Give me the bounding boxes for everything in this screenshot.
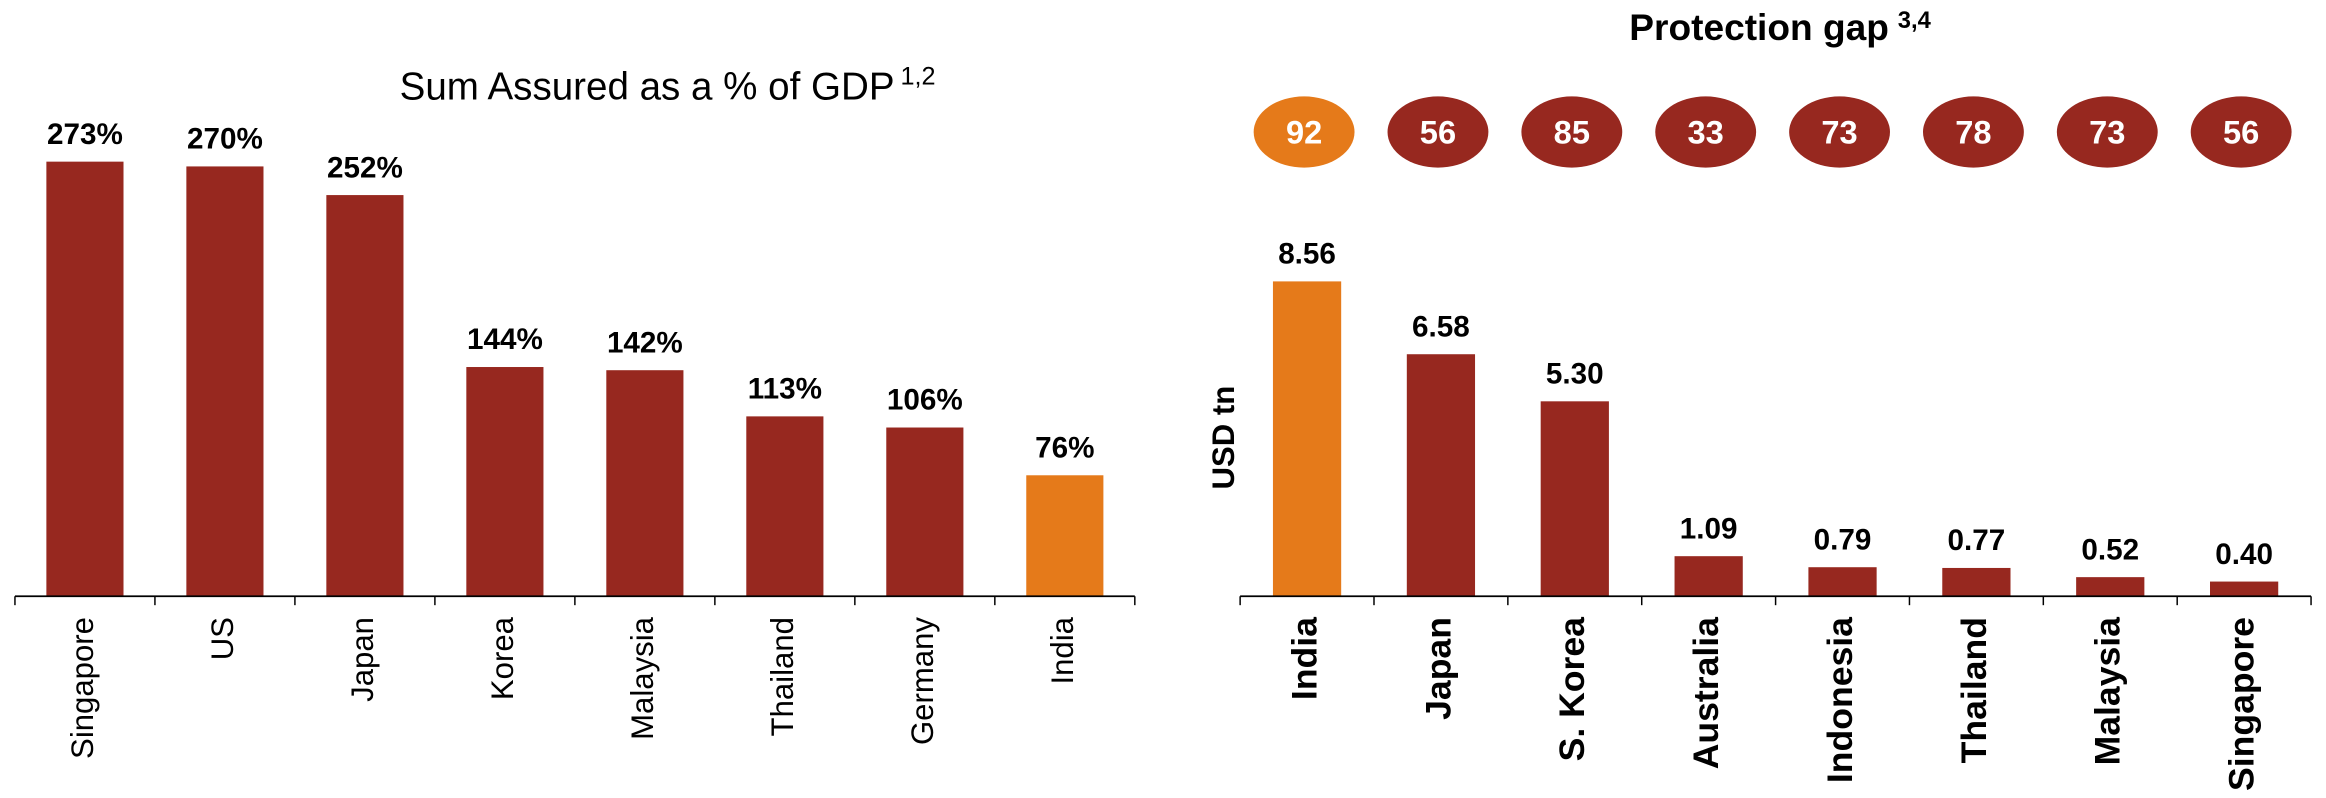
title-text: Protection gap (1629, 6, 1889, 48)
data-label: 0.77 (1948, 524, 2006, 557)
data-label: 252% (327, 151, 403, 184)
bar (46, 161, 124, 597)
data-label: 0.79 (1814, 523, 1872, 556)
x-tick-label: Korea (485, 616, 520, 700)
x-tick-label: Singapore (65, 617, 100, 759)
badge (1253, 96, 1355, 168)
badge-label: 56 (1420, 114, 1456, 151)
badge (1922, 96, 2024, 168)
bar (1540, 401, 1609, 597)
bar (606, 370, 684, 597)
badge-label: 78 (1955, 114, 1991, 151)
badge (1521, 96, 1623, 168)
bar (886, 427, 964, 597)
title-note: 3,4 (1898, 8, 1932, 34)
x-tick-label: S. Korea (1552, 616, 1592, 762)
badge-label: 92 (1286, 114, 1322, 151)
x-tick-label: India (1284, 616, 1324, 700)
data-label: 106% (887, 384, 963, 417)
data-label: 0.40 (2215, 538, 2273, 571)
badge-label: 73 (2089, 114, 2125, 151)
data-label: 0.52 (2081, 533, 2139, 566)
badge (2190, 96, 2292, 168)
bar (1026, 475, 1104, 597)
x-tick-label: India (1045, 616, 1080, 684)
badge-label: 56 (2223, 114, 2259, 151)
x-tick-label: Japan (345, 617, 380, 702)
title-note: 1,2 (900, 63, 935, 91)
x-tick-label: Australia (1686, 616, 1726, 769)
chart-title: Sum Assured as a % of GDP 1,2 (400, 63, 936, 109)
bar (746, 416, 824, 597)
bar (186, 166, 264, 597)
badge-label: 73 (1821, 114, 1857, 151)
bar (326, 195, 404, 597)
bar (1808, 567, 1877, 597)
bar (2210, 581, 2279, 597)
data-label: 144% (467, 323, 543, 356)
bar (1272, 281, 1342, 597)
data-label: 270% (187, 123, 263, 156)
x-tick-label: Japan (1418, 617, 1458, 720)
bar (2076, 577, 2145, 597)
bar (1674, 556, 1743, 597)
badge (1789, 96, 1890, 168)
data-label: 8.56 (1278, 238, 1336, 271)
data-label: 5.30 (1546, 358, 1604, 391)
y-axis-label: USD tn (1206, 386, 1241, 490)
badge (1655, 96, 1757, 168)
title-text: Sum Assured as a % of GDP (400, 65, 895, 108)
x-tick-label: Singapore (2222, 617, 2262, 791)
bar (1406, 354, 1476, 597)
x-tick-label: Malaysia (2088, 616, 2128, 766)
x-tick-label: Malaysia (625, 616, 660, 740)
bar (1942, 567, 2011, 597)
x-tick-label: Thailand (1954, 617, 1994, 763)
x-tick-label: Germany (905, 617, 940, 745)
badge (1387, 96, 1489, 168)
data-label: 76% (1035, 431, 1094, 464)
data-label: 273% (47, 118, 123, 151)
data-label: 1.09 (1680, 512, 1738, 545)
bar (466, 367, 544, 597)
badge (2056, 96, 2158, 168)
badge-label: 33 (1688, 114, 1724, 151)
x-tick-label: Indonesia (1820, 616, 1860, 783)
x-tick-label: Thailand (765, 617, 800, 736)
chart-title: Protection gap 3,4 (1629, 6, 1931, 48)
badge-label: 85 (1554, 114, 1590, 151)
data-label: 113% (748, 373, 822, 406)
x-tick-label: US (205, 617, 240, 660)
data-label: 142% (607, 326, 683, 359)
data-label: 6.58 (1412, 310, 1470, 343)
